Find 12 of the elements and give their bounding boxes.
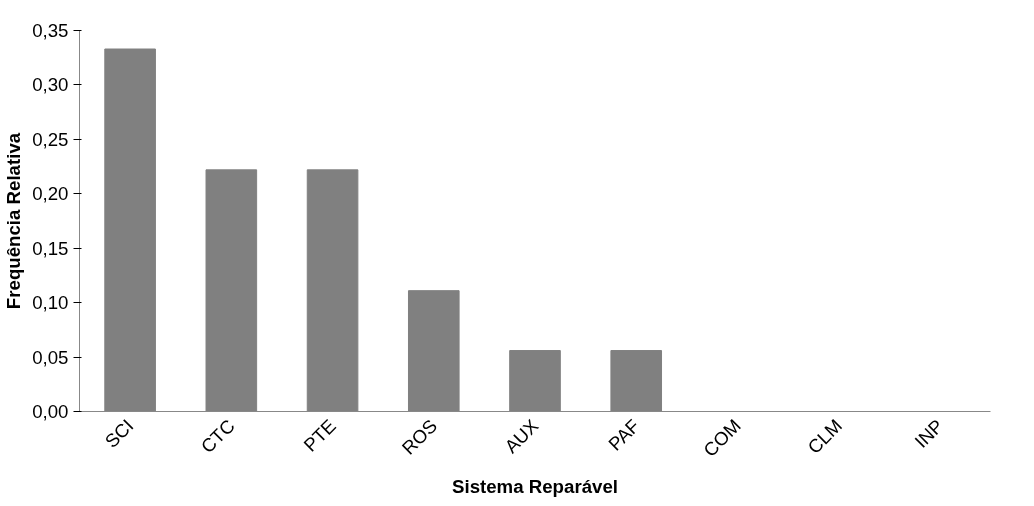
y-axis-title: Frequência Relativa bbox=[3, 132, 25, 310]
y-tick-label: 0,20 bbox=[32, 183, 69, 205]
y-tick-label: 0,35 bbox=[32, 20, 69, 41]
x-tick-label: SCI bbox=[100, 415, 138, 452]
y-tick-label: 0,15 bbox=[32, 237, 69, 259]
y-tick-label: 0,30 bbox=[32, 74, 69, 96]
y-tick-label: 0,25 bbox=[32, 128, 69, 150]
y-tick-label: 0,05 bbox=[32, 346, 69, 368]
x-axis-title: Sistema Reparável bbox=[452, 476, 618, 498]
y-tick-label: 0,00 bbox=[32, 401, 69, 422]
y-tick-label: 0,10 bbox=[32, 292, 69, 314]
x-tick-label: INP bbox=[910, 415, 948, 452]
